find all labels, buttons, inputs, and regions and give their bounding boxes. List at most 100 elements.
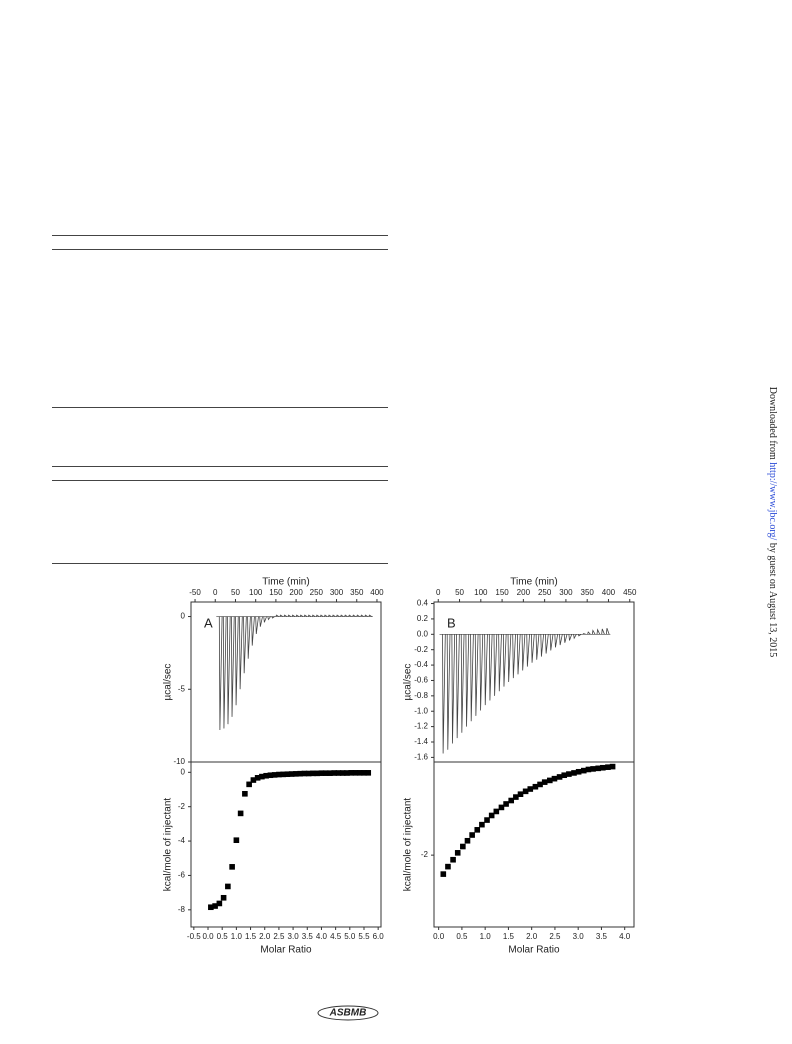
x-tick-label: 0.0: [202, 932, 214, 941]
data-point: [513, 794, 519, 800]
data-point: [356, 770, 363, 776]
panel-label: B: [447, 615, 456, 630]
data-point: [263, 772, 269, 779]
x-tick-label: 400: [370, 588, 384, 597]
y-tick-label: -0.6: [414, 676, 428, 685]
data-point: [242, 790, 248, 797]
x-tick-label: 3.0: [288, 932, 300, 941]
data-point: [484, 817, 490, 823]
injection-peak: [526, 634, 530, 667]
data-point: [293, 771, 299, 777]
injection-peak: [279, 614, 283, 617]
injection-peak: [231, 616, 235, 717]
injection-peak: [336, 614, 340, 617]
y-tick-label: -4: [178, 836, 186, 845]
injection-peak: [295, 614, 300, 617]
data-point: [271, 772, 278, 778]
data-point: [445, 863, 451, 870]
data-point: [571, 770, 577, 776]
x-tick-label: 3.5: [596, 932, 608, 941]
injection-peak: [605, 628, 610, 635]
x-tick-label: 2.5: [549, 932, 561, 941]
plot-frame: [433, 761, 635, 928]
data-point: [344, 770, 350, 776]
injection-peak: [218, 616, 223, 731]
injection-peak: [239, 616, 243, 690]
x-axis-title: Time (min): [510, 577, 557, 588]
data-point: [498, 804, 505, 811]
x-tick-label: 100: [474, 588, 488, 597]
data-point: [469, 832, 475, 838]
y-tick-label: -8: [178, 905, 186, 914]
data-point: [361, 770, 367, 776]
injection-peak: [451, 634, 456, 744]
data-point: [580, 767, 587, 774]
x-tick-label: 1.0: [480, 932, 492, 941]
injection-peak: [601, 628, 605, 635]
injection-peak: [291, 614, 296, 617]
x-tick-label: 300: [330, 588, 344, 597]
injection-peak: [517, 634, 521, 675]
injection-peak: [465, 634, 470, 727]
data-point: [488, 812, 495, 819]
x-tick-label: 3.0: [573, 932, 585, 941]
injection-peak: [577, 633, 582, 637]
injection-peak: [303, 614, 308, 617]
data-point: [575, 768, 582, 775]
injection-peak: [307, 614, 312, 617]
data-point: [314, 770, 320, 777]
data-point: [237, 810, 244, 817]
injection-peak: [512, 634, 516, 679]
injection-peak: [488, 634, 493, 701]
y-axis-title: µcal/sec: [163, 664, 174, 701]
injection-peak: [582, 633, 586, 635]
injection-peak: [332, 614, 336, 617]
data-point: [493, 808, 500, 815]
plot-frame: [190, 761, 382, 928]
injection-peak: [591, 629, 596, 635]
injection-peak: [531, 634, 535, 663]
x-axis-title: Molar Ratio: [508, 945, 560, 956]
injection-peak: [259, 616, 263, 627]
data-point: [532, 783, 539, 790]
x-tick-label: 400: [602, 588, 616, 597]
x-tick-label: 300: [559, 588, 573, 597]
data-point: [212, 903, 218, 909]
data-point: [365, 770, 372, 776]
injection-peak: [521, 634, 526, 671]
logo: ASBMB: [329, 1008, 367, 1019]
data-point: [547, 777, 553, 784]
data-point: [259, 773, 265, 780]
data-point: [590, 766, 596, 772]
data-point: [246, 781, 252, 788]
x-tick-label: 5.0: [344, 932, 356, 941]
x-tick-label: 250: [538, 588, 552, 597]
injection-peak: [340, 614, 344, 617]
injection-peak: [442, 634, 446, 754]
data-point: [301, 770, 308, 777]
x-tick-label: 150: [495, 588, 509, 597]
data-point: [348, 770, 355, 776]
x-tick-label: 1.5: [245, 932, 257, 941]
y-tick-label: -10: [173, 757, 185, 766]
injection-peak: [470, 634, 474, 722]
x-tick-label: 0: [213, 588, 218, 597]
injection-peak: [460, 634, 465, 733]
data-point: [508, 797, 515, 804]
injection-peak: [474, 634, 479, 716]
data-point: [220, 894, 227, 901]
x-tick-label: 0.5: [217, 932, 229, 941]
y-tick-label: -5: [178, 684, 186, 693]
injection-peak: [271, 616, 275, 619]
data-point: [479, 821, 485, 828]
data-point: [527, 786, 534, 792]
side-link[interactable]: http://www.jbc.org/: [767, 462, 778, 540]
injection-peak: [587, 631, 591, 635]
x-tick-label: 1.0: [231, 932, 243, 941]
y-tick-label: 0: [181, 767, 186, 776]
data-point: [331, 770, 338, 776]
injection-peak: [275, 614, 279, 617]
injection-peak: [507, 634, 512, 683]
logo-ring: [317, 1005, 379, 1021]
y-axis-title: kcal/mole of injectant: [163, 798, 174, 892]
